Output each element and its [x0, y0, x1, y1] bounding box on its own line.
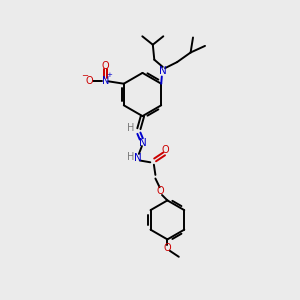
Text: O: O	[164, 243, 171, 254]
Text: N: N	[101, 76, 109, 86]
Text: O: O	[101, 61, 109, 71]
Text: N: N	[159, 66, 167, 76]
Text: N: N	[134, 153, 141, 164]
Text: −: −	[81, 71, 88, 80]
Text: N: N	[139, 138, 146, 148]
Text: O: O	[161, 145, 169, 155]
Text: O: O	[157, 186, 165, 197]
Text: O: O	[86, 76, 93, 86]
Text: H: H	[127, 152, 134, 162]
Text: H: H	[127, 123, 134, 133]
Text: +: +	[106, 72, 112, 78]
